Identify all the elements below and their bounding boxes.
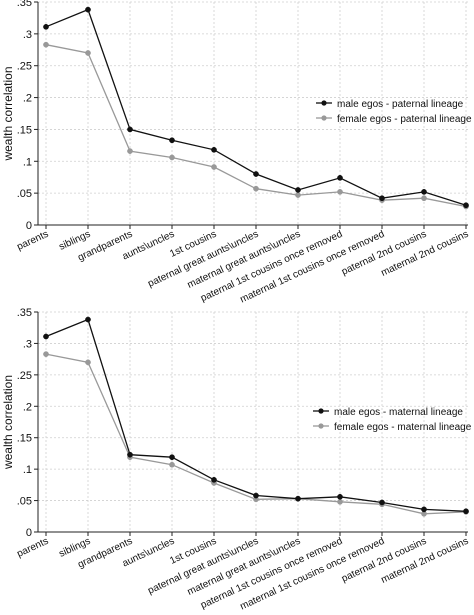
legend-swatch-marker [321, 115, 327, 121]
chart-panel-2: 0 .05 .1 .15 .2 .25 .3 .35 wealth correlation par… [1, 307, 472, 612]
y-tick-label: .05 [17, 496, 32, 508]
y-axis-title: wealth correlation [1, 375, 15, 470]
y-tick-label: .25 [17, 370, 32, 382]
y-tick-label: .1 [23, 464, 32, 476]
y-axis-title: wealth correlation [1, 66, 15, 161]
legend-label: male egos - maternal lineage [334, 407, 463, 418]
y-tick-label: 0 [26, 220, 32, 232]
series-point [253, 171, 259, 177]
series-point [211, 146, 217, 153]
legend: male egos - paternal lineage female egos … [316, 99, 472, 125]
y-tick-label: .35 [17, 0, 32, 9]
x-tick-label: parents [15, 536, 50, 560]
y-tick-label: .1 [23, 156, 32, 168]
legend-label: female egos - paternal lineage [337, 114, 472, 125]
series-point [295, 192, 301, 198]
legend-label: female egos - maternal lineage [334, 422, 472, 433]
series-point [43, 23, 49, 30]
y-tick-label: 0 [26, 527, 32, 539]
series-point [253, 185, 259, 192]
series-point [295, 187, 301, 193]
series-point [85, 359, 91, 366]
series-point [43, 333, 49, 340]
y-tick-label: .15 [17, 124, 32, 136]
series-point [253, 492, 259, 499]
series-point [337, 493, 343, 500]
series-point [337, 175, 343, 181]
series-point [169, 154, 175, 161]
legend-swatch-marker [321, 100, 327, 106]
series-point [337, 189, 343, 195]
chart-panel-1: 0 .05 .1 .15 .2 .25 .3 .35 wealth correlation par… [1, 0, 472, 305]
series-point [85, 316, 91, 323]
series-point [169, 461, 175, 468]
series-point [169, 137, 175, 144]
series-point [43, 41, 49, 48]
series-point [43, 351, 49, 357]
series-point [337, 498, 343, 505]
legend-swatch-marker [318, 408, 324, 414]
series-point [85, 50, 91, 56]
series-point [211, 476, 217, 483]
series-point [211, 164, 217, 170]
series-point [127, 148, 133, 154]
series-point [421, 189, 427, 195]
series-point [379, 195, 385, 202]
series-point [463, 202, 469, 209]
legend: male egos - maternal lineage female egos … [313, 407, 472, 433]
y-tick-label: .15 [17, 433, 32, 445]
y-tick-label: .3 [23, 338, 32, 350]
series-point [463, 508, 469, 515]
y-tick-label: .05 [17, 188, 32, 200]
y-tick-label: .35 [17, 307, 32, 319]
y-tick-label: .3 [23, 29, 32, 41]
series-point [85, 6, 91, 13]
y-tick-label: .25 [17, 61, 32, 73]
series-point [421, 506, 427, 513]
series-point [421, 195, 427, 202]
series-point [169, 454, 175, 461]
y-tick-label: .2 [23, 401, 32, 413]
legend-label: male egos - paternal lineage [337, 99, 464, 110]
series-point [379, 499, 385, 506]
series-point [295, 495, 301, 502]
y-tick-label: .2 [23, 93, 32, 105]
series-point [127, 451, 133, 458]
series-point [127, 126, 133, 133]
legend-swatch-marker [318, 423, 324, 429]
x-tick-label: parents [15, 229, 50, 253]
